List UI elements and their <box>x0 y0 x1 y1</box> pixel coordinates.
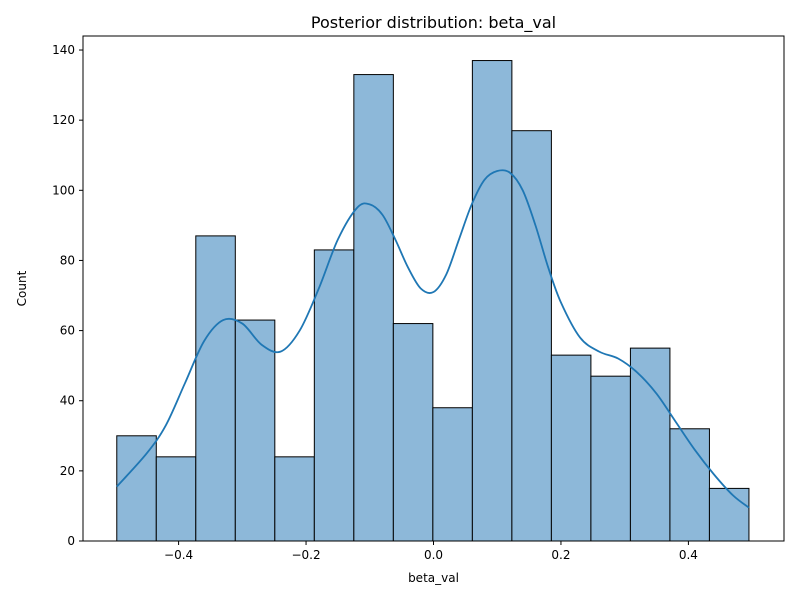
histogram-bar <box>629 347 671 542</box>
kde-curve <box>116 169 750 509</box>
histogram-bar <box>708 487 750 542</box>
y-axis-ticks: 0 20 40 60 80 100 120 140 <box>52 43 83 548</box>
y-tick-label: 40 <box>60 394 75 408</box>
y-tick-label: 120 <box>52 113 75 127</box>
histogram-bar <box>550 354 592 542</box>
x-tick-label: −0.2 <box>291 548 320 562</box>
x-axis-label: beta_val <box>408 571 459 585</box>
y-tick-label: 140 <box>52 43 75 57</box>
histogram-bar <box>590 375 631 542</box>
x-tick-label: −0.4 <box>164 548 193 562</box>
y-tick-label: 20 <box>60 464 75 478</box>
chart-title: Posterior distribution: beta_val <box>311 13 556 33</box>
y-tick-label: 100 <box>52 183 75 197</box>
histogram-bar <box>313 249 355 542</box>
histogram-bar <box>234 319 276 542</box>
kde-curve-group <box>116 169 750 509</box>
histogram-bar <box>353 74 394 542</box>
histogram-bar <box>669 428 710 542</box>
histogram-bar <box>432 407 473 542</box>
histogram-bar <box>116 435 157 542</box>
x-axis-ticks: −0.4 −0.2 0.0 0.2 0.4 <box>164 541 698 562</box>
y-axis-label: Count <box>15 270 29 306</box>
histogram-bar <box>195 235 236 542</box>
histogram-bar <box>511 130 552 542</box>
histogram-bar <box>471 60 513 542</box>
histogram-bar <box>392 323 434 542</box>
histogram-bar <box>155 456 197 542</box>
histogram-bar <box>274 456 315 542</box>
x-tick-label: 0.4 <box>679 548 698 562</box>
x-tick-label: 0.2 <box>551 548 570 562</box>
histogram-bars <box>116 60 750 542</box>
y-tick-label: 60 <box>60 324 75 338</box>
y-tick-label: 80 <box>60 253 75 267</box>
y-tick-label: 0 <box>67 534 75 548</box>
x-tick-label: 0.0 <box>424 548 443 562</box>
